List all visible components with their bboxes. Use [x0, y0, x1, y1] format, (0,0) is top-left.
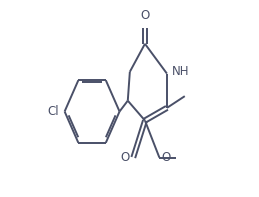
Text: O: O [140, 9, 150, 22]
Text: O: O [120, 151, 130, 164]
Text: NH: NH [172, 65, 190, 78]
Text: Cl: Cl [48, 105, 59, 118]
Text: O: O [161, 151, 170, 164]
